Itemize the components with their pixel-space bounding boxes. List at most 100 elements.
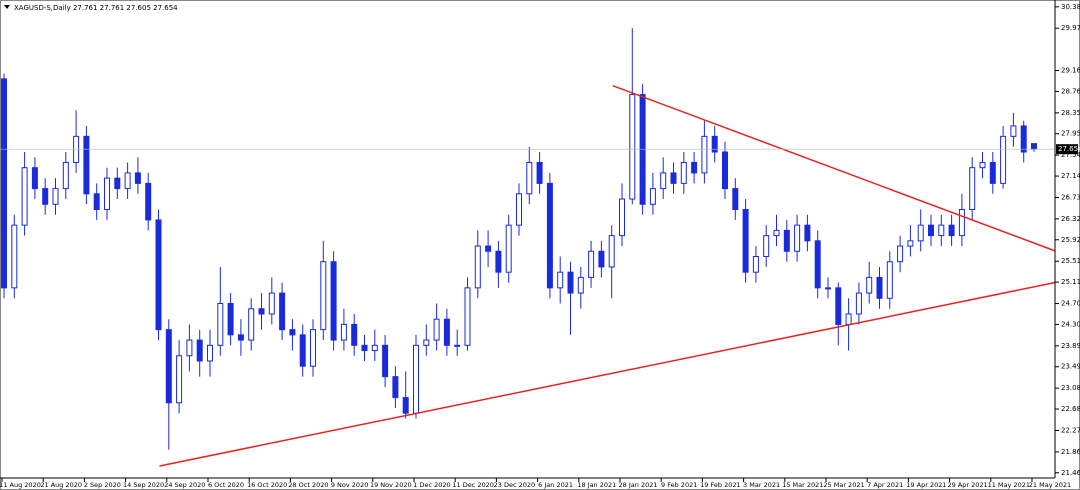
candle-body <box>608 235 615 268</box>
y-tick-label: 25.110 <box>1061 278 1080 286</box>
candle-body <box>207 344 213 362</box>
y-tick-label: 25.920 <box>1061 236 1080 244</box>
x-tick-label: 15 Mar 2021 <box>782 481 823 489</box>
candle-body <box>804 224 811 242</box>
y-tick-label: 28.760 <box>1061 87 1080 95</box>
x-tick-label: 21 Aug 2020 <box>40 481 82 489</box>
y-tick-label: 22.270 <box>1061 426 1080 434</box>
x-tick-label: 19 Feb 2021 <box>700 481 740 489</box>
candle-body <box>691 161 698 174</box>
candle-body <box>897 245 904 263</box>
trendline <box>159 281 1055 467</box>
candle-body <box>464 287 471 346</box>
candle-body <box>649 188 656 205</box>
x-tick-label: 9 Feb 2021 <box>661 481 697 489</box>
candle-body <box>454 344 461 347</box>
y-tick-label: 26.320 <box>1061 215 1080 223</box>
candle-body <box>11 224 18 289</box>
price-tag-label: 27.654 <box>1058 145 1080 153</box>
candle-body <box>495 250 502 273</box>
candle-body <box>969 167 976 210</box>
candle-body <box>351 323 358 346</box>
candle-body <box>886 261 893 299</box>
candle-body <box>835 287 842 325</box>
candle-body <box>21 167 28 226</box>
candle-body <box>876 276 883 299</box>
candle-body <box>227 303 234 336</box>
candle-body <box>42 188 49 205</box>
candle-body <box>52 188 59 205</box>
candle-body <box>1 78 7 289</box>
candle-body <box>505 224 512 273</box>
candle-body <box>526 161 533 195</box>
candle-body <box>83 135 90 195</box>
candle-body <box>196 339 203 362</box>
candle-body <box>680 161 687 184</box>
chart-title: XAGUSD-S,Daily 27.761 27.761 27.605 27.6… <box>14 4 178 12</box>
candle-body <box>474 245 481 289</box>
x-tick-label: 25 Mar 2021 <box>823 481 864 489</box>
x-tick-label: 29 Apr 2021 <box>947 481 987 489</box>
candle-body <box>958 208 965 237</box>
candle-body <box>938 224 945 237</box>
candle-body <box>104 177 110 210</box>
candle-body <box>722 151 728 190</box>
candle-body <box>794 224 801 252</box>
candle-body <box>248 308 255 341</box>
x-tick-label: 3 Mar 2021 <box>743 481 780 489</box>
y-tick-label: 29.970 <box>1061 24 1080 32</box>
y-tick-label: 24.300 <box>1061 320 1080 328</box>
candle-body <box>629 94 636 200</box>
candle-body <box>855 292 862 315</box>
candle-body <box>825 287 831 290</box>
candle-body <box>186 339 193 357</box>
candle-body <box>1010 125 1017 137</box>
y-tick-label: 25.510 <box>1061 257 1080 265</box>
candle-body <box>814 240 821 289</box>
candle-body <box>93 193 100 210</box>
candle-body <box>979 161 986 169</box>
y-tick-label: 29.160 <box>1061 67 1080 75</box>
candle-body <box>752 256 759 273</box>
candle-body <box>928 224 934 237</box>
x-tick-label: 11 Dec 2020 <box>452 481 494 489</box>
x-tick-label: 16 Oct 2020 <box>247 481 287 489</box>
candle-body <box>1000 135 1007 184</box>
candle-body <box>536 161 543 184</box>
candle-body <box>155 219 162 331</box>
x-tick-label: 9 Nov 2020 <box>331 481 369 489</box>
candle-body <box>268 292 275 315</box>
candle-body <box>577 276 584 294</box>
candle-body <box>423 339 430 346</box>
y-tick-label: 24.700 <box>1061 300 1080 308</box>
y-tick-label: 22.680 <box>1061 405 1080 413</box>
candle-body <box>619 198 625 237</box>
x-tick-label: 19 Nov 2020 <box>370 481 412 489</box>
candle-body <box>340 323 347 341</box>
y-tick-label: 27.950 <box>1061 130 1080 138</box>
candle-body <box>732 188 739 210</box>
candle-body <box>31 167 38 190</box>
x-tick-label: 14 Sep 2020 <box>123 481 164 489</box>
x-tick-label: 28 Oct 2020 <box>288 481 328 489</box>
candle-body <box>989 161 996 184</box>
candle-body <box>701 135 708 174</box>
x-tick-label: 7 Apr 2021 <box>867 481 903 489</box>
title-marker <box>4 5 10 9</box>
candle-body <box>217 303 224 346</box>
candle-body <box>330 261 337 341</box>
candle-body <box>783 229 790 252</box>
candle-body <box>165 329 172 404</box>
y-tick-label: 21.860 <box>1061 448 1080 456</box>
candle-body <box>443 318 450 346</box>
candle-body <box>299 334 306 367</box>
candle-body <box>382 344 389 378</box>
candle-body <box>258 308 265 315</box>
candle-body <box>402 397 409 414</box>
candle-body <box>114 177 121 190</box>
y-tick-label: 30.380 <box>1061 3 1080 11</box>
y-tick-label: 26.730 <box>1061 193 1080 201</box>
trendline <box>612 84 1055 252</box>
candle-body <box>763 235 770 258</box>
